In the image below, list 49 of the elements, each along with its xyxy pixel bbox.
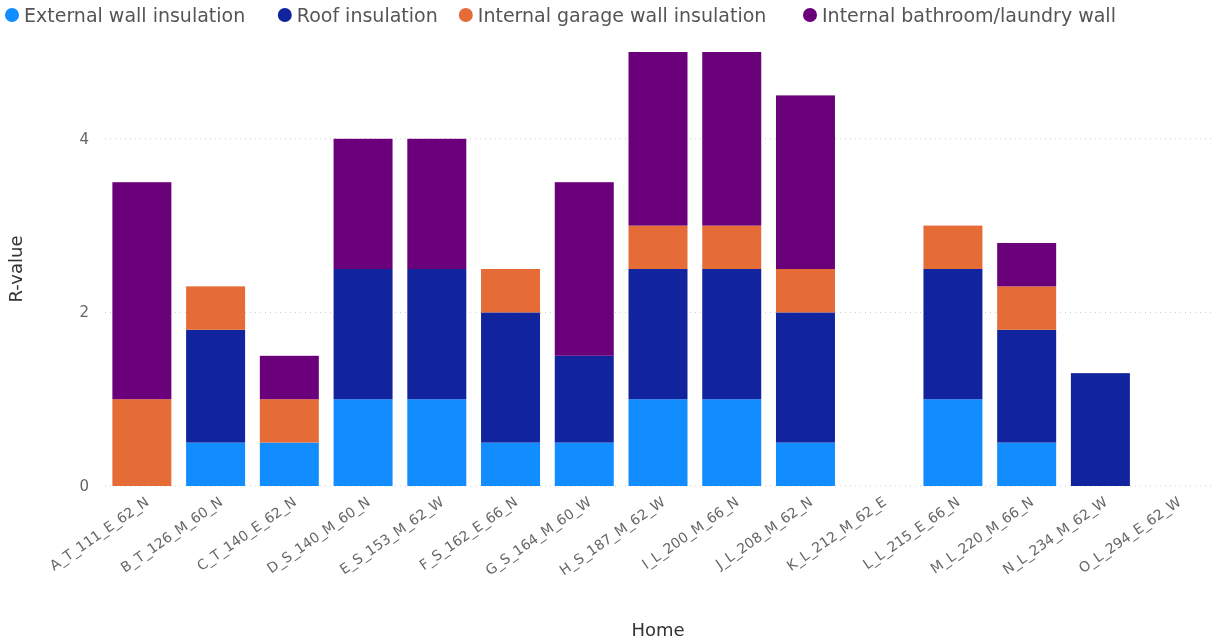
- bar: [407, 269, 467, 400]
- bar: [702, 225, 762, 269]
- bar: [186, 442, 246, 486]
- bar: [628, 52, 688, 226]
- bar: [997, 329, 1057, 443]
- bar: [259, 442, 319, 486]
- bar: [997, 286, 1057, 330]
- bar: [923, 399, 983, 486]
- bar: [112, 399, 172, 486]
- bar: [554, 442, 614, 486]
- bar: [407, 399, 467, 486]
- bar: [259, 355, 319, 400]
- bar: [628, 399, 688, 486]
- bar: [1070, 373, 1130, 486]
- bar: [628, 269, 688, 400]
- bar: [333, 138, 393, 269]
- y-axis-title: R-value: [5, 235, 26, 303]
- bar: [997, 442, 1057, 486]
- bar: [186, 329, 246, 443]
- bar: [554, 355, 614, 443]
- x-axis-title: Home: [631, 619, 685, 640]
- bar: [775, 95, 835, 269]
- bar: [333, 269, 393, 400]
- bar: [481, 269, 541, 313]
- bar: [554, 182, 614, 356]
- legend-label: Roof insulation: [296, 4, 438, 26]
- legend-label: Internal garage wall insulation: [477, 4, 767, 26]
- bar: [481, 312, 541, 443]
- bar: [702, 269, 762, 400]
- bar: [702, 399, 762, 486]
- y-tick-label: 4: [79, 129, 89, 148]
- y-tick-label: 0: [79, 477, 89, 495]
- bar: [112, 182, 172, 400]
- bar: [775, 442, 835, 486]
- legend-label: External wall insulation: [24, 4, 246, 26]
- bar: [702, 52, 762, 226]
- legend-label: Internal bathroom/laundry wall: [822, 4, 1116, 26]
- bar: [407, 138, 467, 269]
- bar: [481, 442, 541, 486]
- y-tick-label: 2: [79, 303, 89, 322]
- bar: [259, 399, 319, 443]
- bar: [186, 286, 246, 330]
- bar: [775, 312, 835, 443]
- bar: [923, 269, 983, 400]
- bar: [775, 269, 835, 313]
- bar: [997, 242, 1057, 287]
- bar: [628, 225, 688, 269]
- bar: [333, 399, 393, 486]
- bar: [923, 225, 983, 269]
